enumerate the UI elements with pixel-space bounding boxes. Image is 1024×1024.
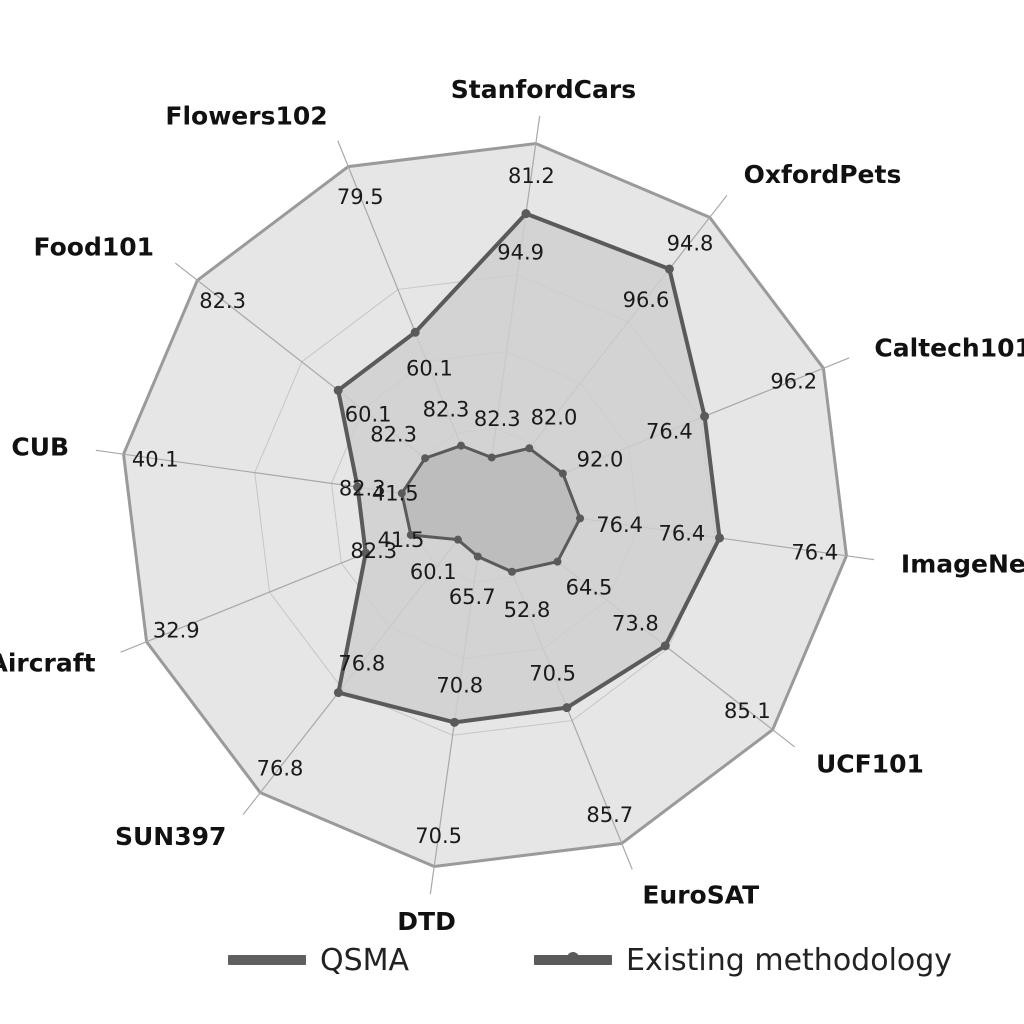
center-point-cub [397, 489, 406, 498]
point-existing-imagenet [715, 533, 725, 543]
center-point-oxfordpets [525, 444, 534, 453]
inner-label-oxfordpets: 82.0 [531, 406, 578, 430]
value-label-qsma-flowers102: 79.5 [337, 185, 384, 209]
center-point-eurosat [507, 567, 516, 576]
value-label-qsma-eurosat: 85.7 [586, 803, 633, 827]
inner-label-sun397: 60.1 [410, 560, 457, 584]
category-label-dtd: DTD [397, 907, 456, 930]
legend-label-qsma: QSMA [320, 942, 410, 978]
category-label-eurosat: EuroSAT [642, 880, 759, 909]
point-existing-food101 [333, 385, 343, 395]
category-label-stanfordcars: StanfordCars [451, 75, 636, 104]
point-existing-flowers102 [410, 327, 420, 337]
value-label-existing-cub: 41.5 [372, 481, 419, 505]
value-label-existing-imagenet: 76.4 [659, 522, 706, 546]
value-label-qsma-food101: 82.3 [199, 289, 246, 313]
category-label-fgvcaircraft: FGVCAircraft [0, 648, 96, 677]
category-label-cub: CUB [11, 433, 69, 462]
center-point-sun397 [453, 535, 462, 544]
value-label-qsma-imagenet: 76.4 [791, 540, 838, 564]
value-label-existing-dtd: 70.8 [436, 674, 483, 698]
value-label-qsma-caltech101: 96.2 [770, 369, 817, 393]
value-label-qsma-dtd: 70.5 [415, 824, 462, 848]
inner-label-eurosat: 52.8 [504, 598, 551, 622]
inner-label-dtd: 65.7 [449, 585, 496, 609]
inner-label-stanfordcars: 82.3 [474, 407, 521, 431]
legend-item-existing: Existing methodology [534, 930, 952, 990]
center-point-imagenet [576, 514, 585, 523]
value-label-existing-flowers102: 60.1 [406, 356, 453, 380]
point-existing-eurosat [562, 703, 572, 713]
inner-label-food101: 82.3 [370, 423, 417, 447]
legend-swatch-existing [534, 952, 612, 965]
category-label-imagenet: ImageNet [901, 549, 1024, 578]
point-existing-oxfordpets [664, 264, 674, 274]
radar-chart-svg: StanfordCars OxfordPets Caltech101 ImageNet… [0, 75, 1024, 936]
center-point-ucf101 [553, 557, 562, 566]
value-label-existing-caltech101: 76.4 [646, 420, 693, 444]
value-label-qsma-oxfordpets: 94.8 [667, 232, 714, 256]
value-label-qsma-stanfordcars: 81.2 [508, 164, 555, 188]
center-point-dtd [473, 552, 482, 561]
legend: QSMA Existing methodology [0, 930, 1024, 990]
inner-label-ucf101: 64.5 [566, 575, 613, 599]
value-label-existing-oxfordpets: 96.6 [623, 288, 670, 312]
legend-item-qsma: QSMA [228, 930, 409, 990]
inner-label-fgvcaircraft: 82.3 [350, 539, 397, 563]
category-label-oxfordpets: OxfordPets [744, 160, 902, 189]
value-label-existing-fgvcaircraft: 41.5 [378, 528, 425, 552]
point-existing-stanfordcars [521, 209, 531, 219]
category-label-caltech101: Caltech101 [874, 334, 1024, 363]
point-existing-dtd [449, 717, 459, 727]
center-point-flowers102 [457, 441, 466, 450]
value-label-existing-sun397: 76.8 [338, 652, 385, 676]
inner-label-imagenet: 76.4 [596, 513, 643, 537]
value-label-qsma-fgvcaircraft: 32.9 [153, 619, 200, 643]
category-label-flowers102: Flowers102 [165, 102, 327, 131]
point-existing-cub [353, 482, 363, 492]
inner-label-caltech101: 92.0 [577, 448, 624, 472]
center-point-fgvcaircraft [406, 530, 415, 539]
point-existing-sun397 [333, 688, 343, 698]
category-label-sun397: SUN397 [115, 822, 226, 851]
point-existing-ucf101 [660, 641, 670, 651]
value-label-existing-ucf101: 73.8 [612, 611, 659, 635]
value-label-qsma-ucf101: 85.1 [724, 699, 771, 723]
value-label-existing-food101: 60.1 [345, 403, 392, 427]
category-label-food101: Food101 [34, 232, 155, 261]
value-label-qsma-cub: 40.1 [132, 448, 179, 472]
value-label-qsma-sun397: 76.8 [257, 756, 304, 780]
inner-label-cub: 82.3 [339, 477, 386, 501]
inner-label-flowers102: 82.3 [423, 398, 470, 422]
series-layer [333, 209, 725, 727]
center-point-food101 [421, 454, 430, 463]
legend-label-existing: Existing methodology [626, 942, 953, 978]
legend-swatch-qsma [228, 955, 306, 965]
point-existing-caltech101 [700, 411, 710, 421]
point-existing-fgvcaircraft [361, 548, 371, 558]
value-label-existing-stanfordcars: 94.9 [497, 240, 544, 264]
center-point-caltech101 [558, 469, 567, 478]
center-point-stanfordcars [487, 453, 496, 462]
value-label-existing-eurosat: 70.5 [529, 661, 576, 685]
category-label-ucf101: UCF101 [816, 750, 924, 779]
label-layer: StanfordCars OxfordPets Caltech101 ImageNet… [0, 75, 1024, 936]
